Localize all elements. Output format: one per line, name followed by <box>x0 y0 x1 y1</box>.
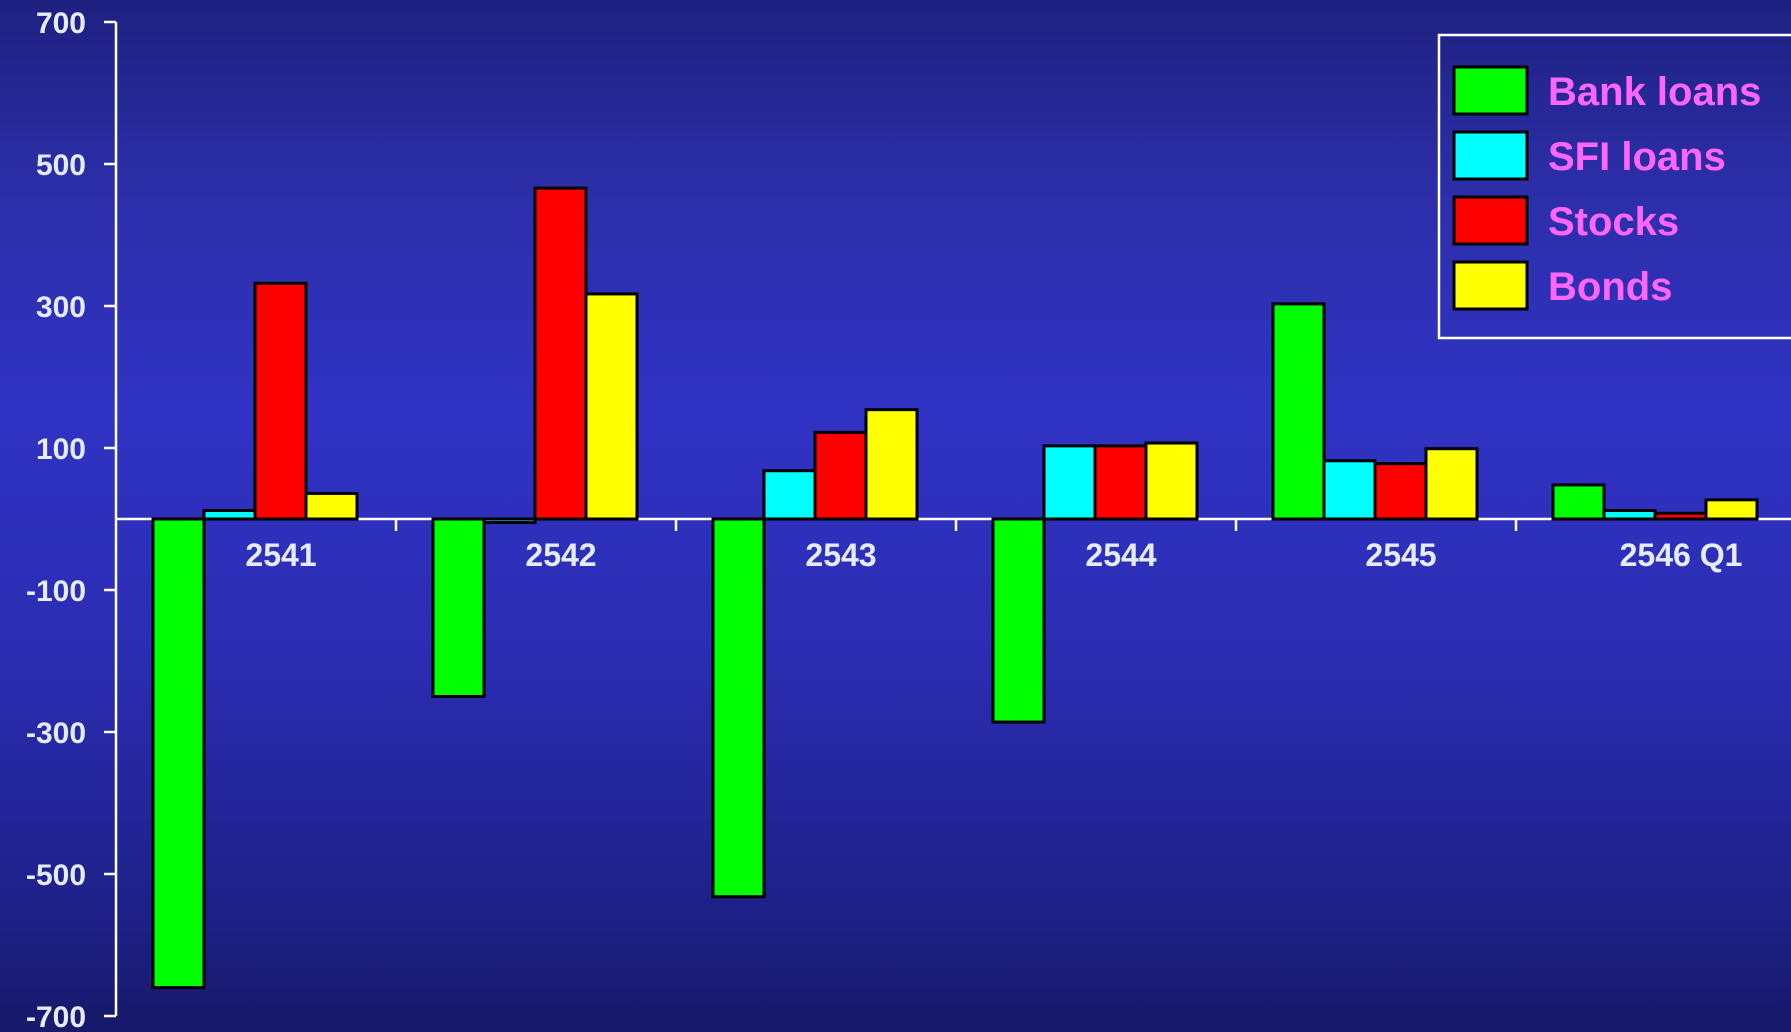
legend-swatch <box>1452 130 1529 181</box>
y-tick-label: 700 <box>36 7 86 40</box>
bar <box>533 186 588 521</box>
y-tick-label: -500 <box>26 859 86 892</box>
legend-swatch <box>1452 260 1529 311</box>
legend-label: Bank loans <box>1548 70 1761 114</box>
x-category-label: 2541 <box>245 537 316 573</box>
bars <box>151 186 1759 990</box>
x-axis: 2541 2542 2543 2544 2545 2546 Q1 <box>116 517 1791 573</box>
legend-label: SFI loans <box>1548 135 1726 179</box>
x-category-label: 2543 <box>805 537 876 573</box>
y-tick-label: 100 <box>36 433 86 466</box>
legend-box <box>1437 33 1791 340</box>
bar <box>1602 508 1657 521</box>
y-tick-label: 500 <box>36 149 86 182</box>
bar <box>1373 462 1428 521</box>
y-tick-label: -300 <box>26 717 86 750</box>
bar <box>304 491 359 521</box>
y-tick-label: 300 <box>36 291 86 324</box>
bar <box>482 517 537 525</box>
bar <box>1424 447 1479 521</box>
bar <box>762 469 817 521</box>
x-category-label: 2544 <box>1085 537 1156 573</box>
bar <box>991 517 1046 724</box>
y-tick-label: -100 <box>26 575 86 608</box>
y-axis: 700 500 300 100 -100 -300 -500 -700 <box>26 7 118 1032</box>
bar <box>813 430 868 521</box>
bar <box>1653 511 1708 521</box>
legend: Bank loans SFI loans Stocks Bonds <box>1437 33 1791 340</box>
bar <box>1322 459 1377 521</box>
bar <box>584 292 639 521</box>
legend-label: Bonds <box>1548 265 1672 309</box>
x-category-label: 2545 <box>1365 537 1436 573</box>
bar <box>1093 444 1148 521</box>
bar <box>1144 441 1199 521</box>
bar <box>711 517 766 899</box>
legend-label: Stocks <box>1548 200 1679 244</box>
x-category-label: 2546 Q1 <box>1620 537 1743 573</box>
bar <box>1271 302 1326 521</box>
bar <box>431 517 486 698</box>
bar <box>1551 483 1606 521</box>
bar <box>1704 498 1759 521</box>
legend-swatch <box>1452 65 1529 116</box>
bar <box>253 281 308 521</box>
y-tick-label: -700 <box>26 1001 86 1032</box>
bar <box>202 508 257 521</box>
bar <box>864 408 919 521</box>
x-category-label: 2542 <box>525 537 596 573</box>
bar <box>151 517 206 990</box>
bar <box>1042 444 1097 521</box>
legend-swatch <box>1452 195 1529 246</box>
